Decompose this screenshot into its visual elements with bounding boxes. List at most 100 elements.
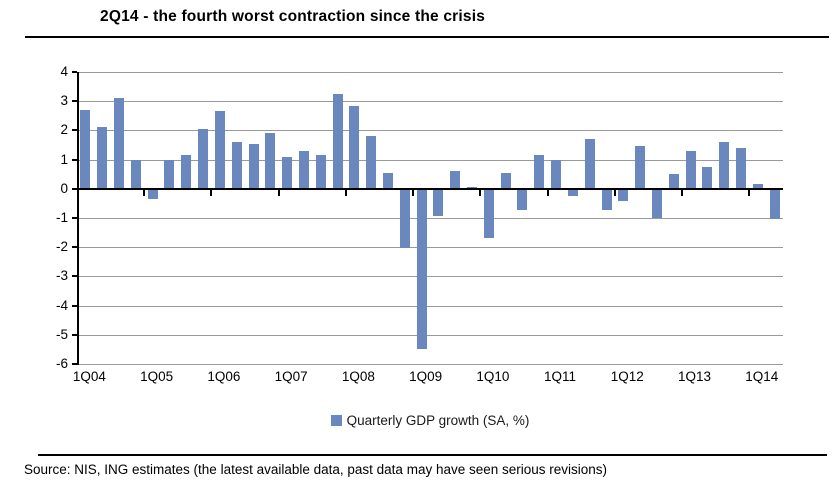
gridline	[77, 276, 783, 278]
gridline	[77, 101, 783, 103]
x-axis-tick	[277, 189, 280, 196]
bar-3Q07	[315, 155, 326, 189]
bar-3Q10	[517, 189, 528, 211]
x-tick-label-1Q08: 1Q08	[341, 369, 375, 384]
gridline	[77, 305, 783, 307]
y-tick-label: -2	[55, 239, 68, 255]
x-tick-label-1Q06: 1Q06	[207, 369, 241, 384]
bar-2Q09	[433, 189, 444, 217]
source-rule	[38, 454, 827, 456]
legend-marker-square-icon	[330, 414, 342, 426]
x-axis-tick	[748, 189, 751, 196]
gridline	[77, 364, 783, 365]
bar-1Q07	[282, 156, 293, 189]
bar-4Q13	[735, 147, 746, 189]
y-tick-label: 1	[60, 151, 68, 167]
bar-1Q10	[483, 189, 494, 238]
bar-4Q06	[265, 133, 276, 189]
bar-2Q08	[366, 136, 377, 189]
zero-line	[77, 187, 783, 190]
source-text: Source: NIS, ING estimates (the latest a…	[24, 462, 608, 477]
y-axis-tick	[72, 71, 77, 73]
gridline	[77, 72, 783, 73]
x-tick-label-1Q09: 1Q09	[409, 369, 443, 384]
x-tick-label-1Q05: 1Q05	[140, 369, 174, 384]
chart-title: 2Q14 - the fourth worst contraction sinc…	[100, 8, 486, 25]
bar-3Q13	[719, 142, 730, 189]
bar-2Q11	[567, 189, 578, 196]
y-tick-label: -4	[55, 297, 68, 313]
bar-2Q14	[769, 189, 780, 219]
y-axis-tick	[72, 363, 77, 365]
bar-1Q06	[214, 111, 225, 189]
bar-4Q11	[601, 189, 612, 211]
bar-4Q12	[668, 174, 679, 189]
plot-area	[77, 72, 783, 365]
x-axis-tick	[681, 189, 684, 196]
y-tick-label: 2	[60, 122, 68, 138]
y-axis-tick	[72, 129, 77, 132]
bar-1Q11	[551, 159, 562, 189]
x-axis-tick	[613, 189, 616, 196]
x-tick-label-1Q11: 1Q11	[544, 369, 577, 384]
bar-3Q06	[248, 143, 259, 189]
y-axis-tick	[72, 187, 77, 190]
bar-1Q09	[416, 189, 427, 349]
bar-4Q05	[198, 128, 209, 189]
x-tick-label-1Q13: 1Q13	[678, 369, 712, 384]
x-tick-label-1Q14: 1Q14	[745, 369, 779, 384]
x-axis-tick	[412, 189, 415, 196]
bar-1Q12	[618, 189, 629, 202]
bar-1Q14	[752, 184, 763, 189]
y-axis-tick	[72, 304, 77, 307]
x-tick-label-1Q04: 1Q04	[72, 369, 106, 384]
x-tick-label-1Q10: 1Q10	[476, 369, 510, 384]
bar-4Q08	[399, 189, 410, 249]
bar-3Q11	[584, 139, 595, 189]
y-axis-tick	[72, 217, 77, 219]
bar-1Q08	[349, 105, 360, 189]
bar-3Q12	[651, 189, 662, 218]
bar-1Q13	[685, 150, 696, 189]
y-tick-label: -5	[55, 326, 68, 342]
bar-2Q10	[500, 172, 511, 189]
bar-3Q05	[181, 155, 192, 189]
bar-2Q04	[97, 127, 108, 189]
y-tick-label: 4	[60, 64, 68, 79]
bar-4Q07	[332, 93, 343, 189]
x-tick-label-1Q07: 1Q07	[274, 369, 308, 384]
y-tick-label: -3	[55, 268, 68, 284]
bar-1Q04	[80, 109, 91, 189]
y-tick-label: 0	[60, 180, 68, 196]
y-tick-label: 3	[60, 93, 68, 109]
gridline	[77, 334, 783, 336]
bar-2Q12	[635, 146, 646, 189]
y-axis-tick	[72, 246, 77, 249]
legend: Quarterly GDP growth (SA, %)	[77, 410, 783, 430]
bar-4Q10	[534, 155, 545, 189]
bar-3Q09	[450, 171, 461, 189]
y-axis-tick	[72, 158, 77, 161]
y-axis-tick	[72, 333, 77, 336]
legend-label: Quarterly GDP growth (SA, %)	[346, 412, 530, 428]
bar-2Q13	[702, 166, 713, 189]
gridline	[77, 159, 783, 161]
bar-3Q08	[382, 172, 393, 189]
y-tick-label: -1	[55, 210, 68, 225]
y-axis-tick	[72, 275, 77, 278]
y-axis-tick	[72, 100, 77, 103]
bar-2Q05	[164, 159, 175, 189]
bar-2Q07	[298, 150, 309, 189]
x-axis-tick	[210, 189, 213, 196]
bar-1Q05	[147, 189, 158, 199]
y-axis-line	[77, 72, 79, 365]
title-rule	[25, 36, 829, 38]
gridline	[77, 218, 783, 219]
x-axis-tick	[143, 189, 146, 196]
gridline	[77, 130, 783, 132]
bar-4Q04	[130, 159, 141, 189]
bar-3Q04	[114, 98, 125, 189]
x-tick-label-1Q12: 1Q12	[610, 369, 644, 384]
y-tick-label: -6	[55, 356, 68, 371]
